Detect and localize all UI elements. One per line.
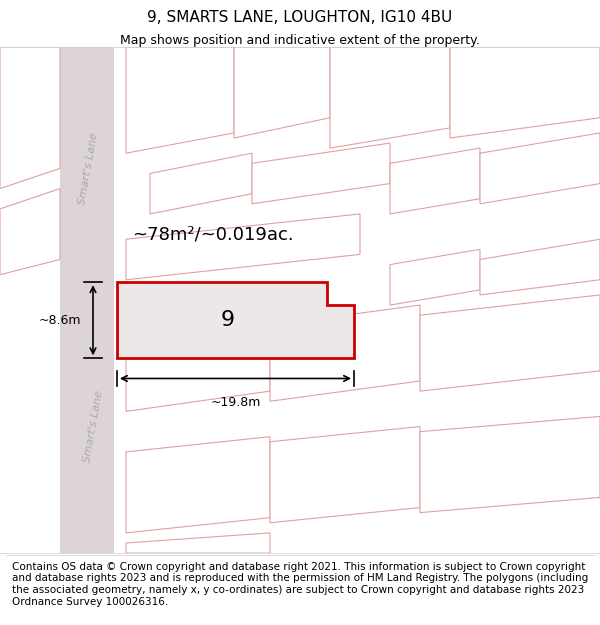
Text: ~19.8m: ~19.8m xyxy=(211,396,260,409)
Text: Contains OS data © Crown copyright and database right 2021. This information is : Contains OS data © Crown copyright and d… xyxy=(12,562,588,606)
Polygon shape xyxy=(126,47,234,153)
Text: 9: 9 xyxy=(221,310,235,330)
Polygon shape xyxy=(0,47,60,189)
Text: Smart's Lane: Smart's Lane xyxy=(82,389,104,464)
Text: Smart's Lane: Smart's Lane xyxy=(77,131,100,205)
Polygon shape xyxy=(150,153,252,214)
Polygon shape xyxy=(234,47,330,138)
Polygon shape xyxy=(270,426,420,522)
Polygon shape xyxy=(126,315,270,411)
Polygon shape xyxy=(450,47,600,138)
Polygon shape xyxy=(270,305,420,401)
Polygon shape xyxy=(420,416,600,512)
Text: ~78m²/~0.019ac.: ~78m²/~0.019ac. xyxy=(132,225,293,243)
Polygon shape xyxy=(126,533,270,553)
Polygon shape xyxy=(390,249,480,305)
Polygon shape xyxy=(60,47,114,553)
Polygon shape xyxy=(330,47,450,148)
Polygon shape xyxy=(390,148,480,214)
Polygon shape xyxy=(420,295,600,391)
Text: ~8.6m: ~8.6m xyxy=(38,314,81,327)
Text: Map shows position and indicative extent of the property.: Map shows position and indicative extent… xyxy=(120,34,480,47)
Polygon shape xyxy=(480,239,600,295)
Polygon shape xyxy=(0,189,60,275)
Polygon shape xyxy=(480,133,600,204)
Text: 9, SMARTS LANE, LOUGHTON, IG10 4BU: 9, SMARTS LANE, LOUGHTON, IG10 4BU xyxy=(148,10,452,25)
Polygon shape xyxy=(252,143,390,204)
Polygon shape xyxy=(126,437,270,533)
Polygon shape xyxy=(117,282,354,358)
Polygon shape xyxy=(126,214,360,280)
